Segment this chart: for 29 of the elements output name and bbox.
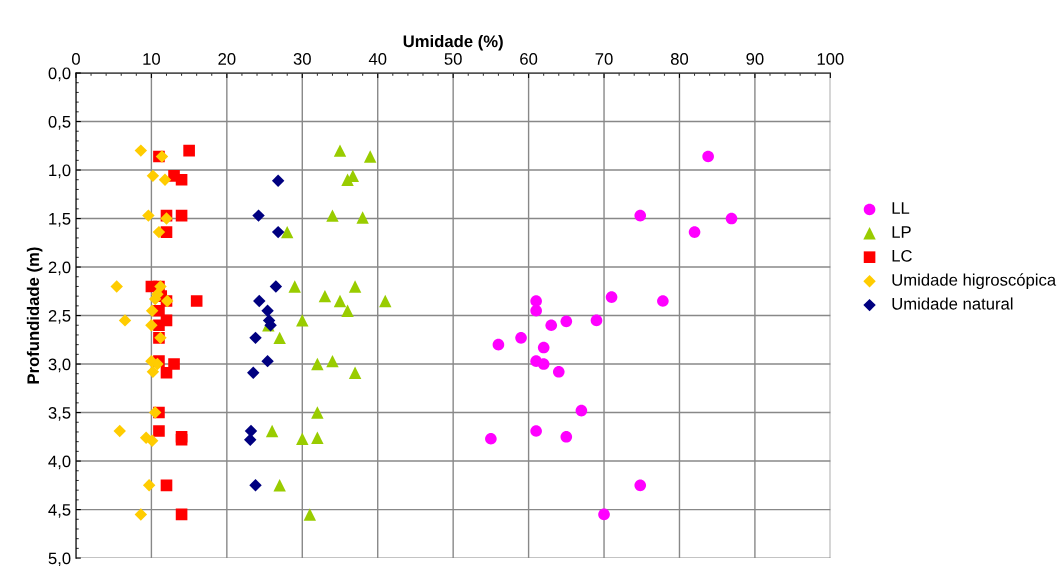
x-tick-label: 80 [670, 53, 689, 65]
legend-label: LL [892, 202, 910, 214]
y-tick-label: 3,5 [48, 406, 71, 421]
y-tick-label: 1,0 [49, 164, 71, 179]
x-tick-label: 30 [293, 53, 311, 65]
legend-label: LC [892, 249, 912, 262]
y-tick-label: 2,0 [48, 261, 71, 276]
x-tick-label: 70 [595, 53, 613, 65]
x-tick-label: 60 [520, 53, 538, 65]
legend-label: LP [892, 226, 911, 238]
legend-label: Umidade higroscópica [892, 273, 1057, 290]
y-tick-label: 5,0 [48, 552, 71, 566]
x-tick-label: 20 [218, 53, 236, 65]
y-tick-label: 0,0 [48, 67, 71, 82]
y-tick-label: 0,5 [48, 115, 71, 130]
x-tick-label: 50 [444, 53, 462, 65]
legend-label: Umidade natural [892, 297, 1013, 310]
x-tick-label: 0 [71, 53, 80, 65]
y-axis-title: Profundidade (m) [26, 247, 43, 384]
y-tick-label: 4,5 [48, 504, 71, 518]
y-tick-label: 2,5 [48, 309, 71, 324]
x-tick-label: 100 [817, 53, 844, 65]
x-tick-label: 10 [143, 53, 161, 65]
x-tick-label: 40 [368, 53, 387, 65]
y-tick-label: 1,5 [49, 213, 71, 227]
y-tick-label: 3,0 [48, 358, 71, 373]
x-axis-title: Umidade (%) [403, 34, 503, 51]
x-tick-label: 90 [746, 53, 764, 65]
y-tick-label: 4,0 [48, 455, 71, 470]
